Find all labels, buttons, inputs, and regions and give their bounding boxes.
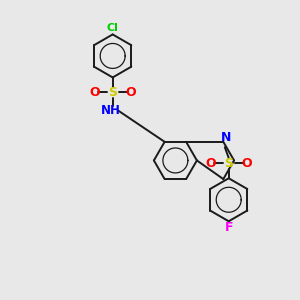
Text: S: S: [224, 157, 233, 170]
Text: O: O: [89, 86, 100, 99]
Text: F: F: [224, 221, 233, 234]
Text: O: O: [125, 86, 136, 99]
Text: O: O: [206, 157, 216, 170]
Text: N: N: [221, 130, 232, 144]
Text: NH: NH: [101, 104, 121, 117]
Text: Cl: Cl: [107, 23, 118, 33]
Text: O: O: [241, 157, 252, 170]
Text: S: S: [108, 86, 117, 99]
